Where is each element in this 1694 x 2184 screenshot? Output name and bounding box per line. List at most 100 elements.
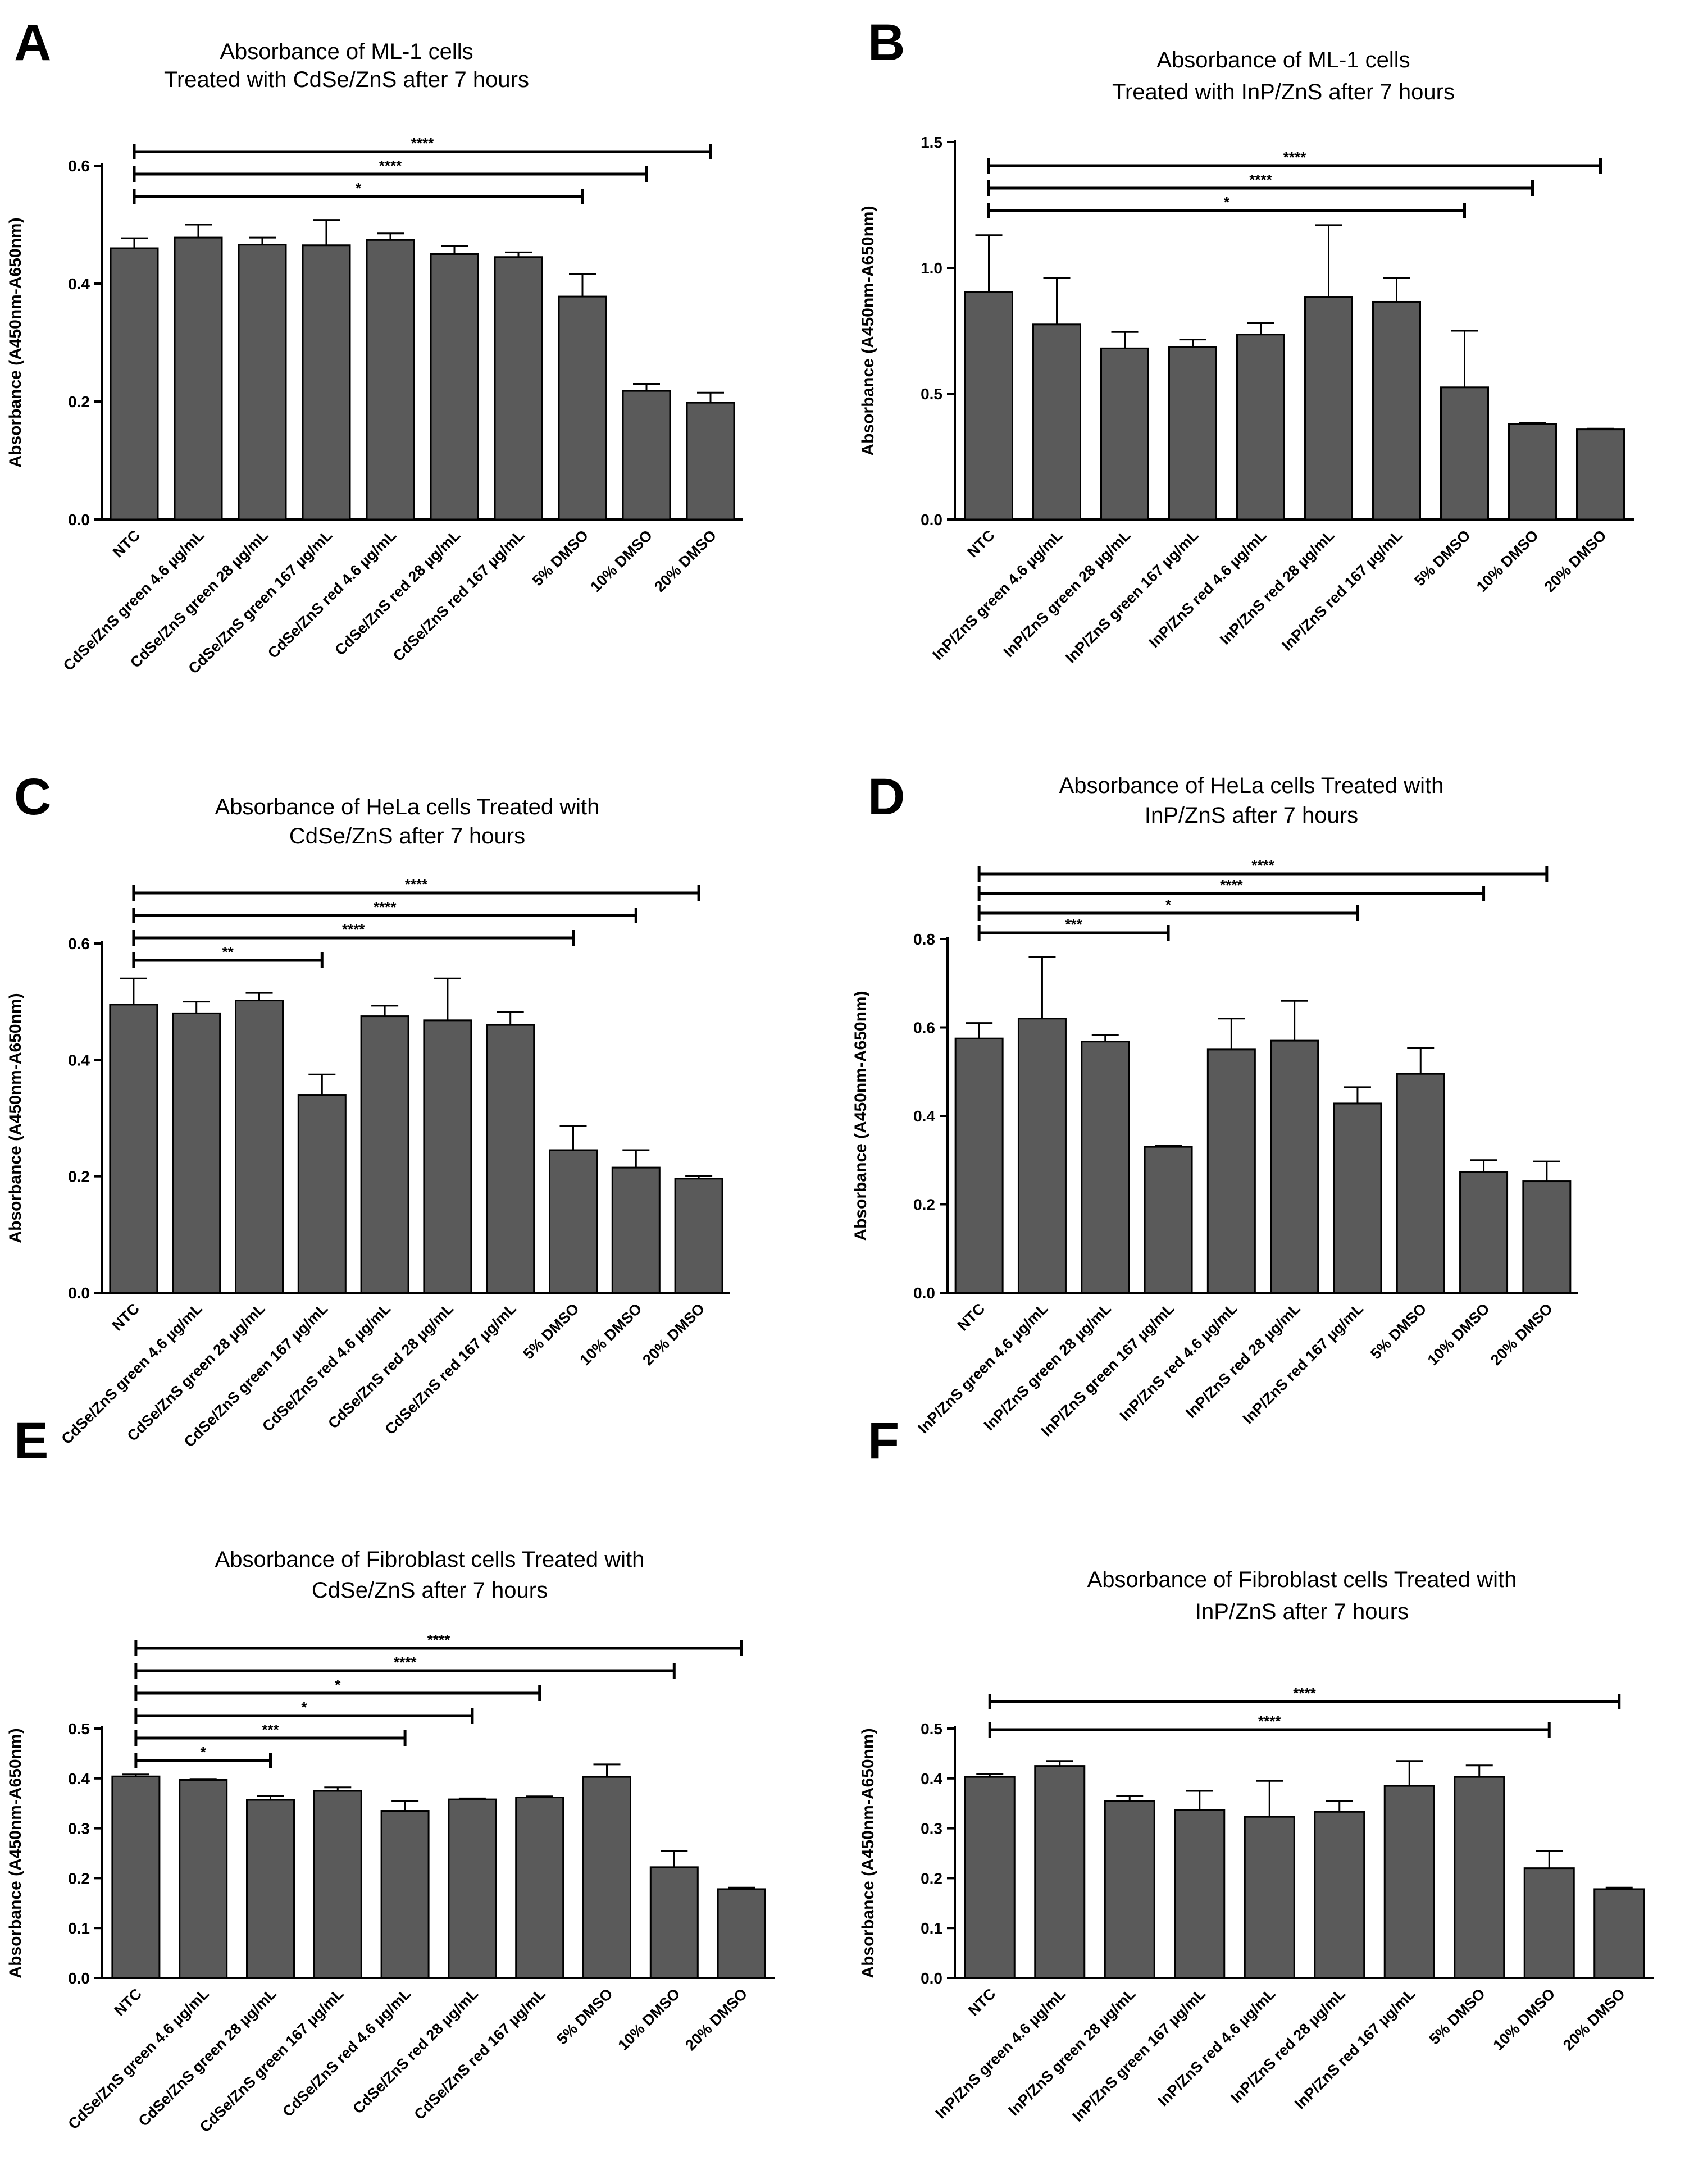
x-tick-label: InP/ZnS green 28 µg/mL [1005,1985,1139,2119]
x-tick-label: CdSe/ZnS red 4.6 µg/mL [279,1985,414,2120]
x-tick-label: InP/ZnS red 4.6 µg/mL [1117,1300,1241,1424]
x-tick-label: InP/ZnS red 167 µg/mL [1278,527,1405,654]
bar [1593,1888,1645,1979]
bar [1236,334,1285,521]
chart-title: InP/ZnS after 7 hours [1195,1599,1409,1624]
y-tick-label: 0.0 [921,1969,942,1987]
significance-label: * [1224,194,1230,211]
x-tick-label: InP/ZnS green 28 µg/mL [981,1300,1114,1434]
significance-label: **** [1249,171,1272,188]
x-tick-label: NTC [954,1300,988,1334]
bar [494,256,543,521]
bar [302,244,351,521]
y-tick-label: 0.8 [913,931,935,948]
bar [1144,1146,1193,1294]
y-axis-label: Absorbance (A450nm-A650nm) [6,217,25,467]
bar [549,1149,598,1294]
significance-label: * [335,1676,341,1693]
chart-title: Absorbance of Fibroblast cells Treated w… [1087,1567,1517,1592]
bar [1081,1041,1130,1294]
y-tick-label: 0.0 [68,1969,90,1987]
bar [964,291,1013,521]
significance-label: **** [394,1654,417,1671]
bar [649,1866,699,1979]
bar [172,1012,221,1294]
significance-label: **** [379,157,402,174]
bar [1104,1800,1155,1979]
x-tick-label: 20% DMSO [651,527,720,595]
y-tick-label: 0.6 [68,935,90,952]
x-tick-label: InP/ZnS red 4.6 µg/mL [1154,1985,1278,2109]
bar [954,1037,1004,1294]
bar [1017,1018,1067,1294]
chart-title: CdSe/ZnS after 7 hours [312,1578,548,1603]
bar [1174,1809,1226,1979]
chart-title: Treated with InP/ZnS after 7 hours [1112,80,1455,104]
bar [235,1000,284,1294]
x-tick-label: CdSe/ZnS green 4.6 µg/mL [65,1985,212,2132]
significance-label: **** [342,921,365,938]
bar [360,1015,409,1294]
x-tick-label: InP/ZnS green 4.6 µg/mL [929,527,1065,663]
significance-label: * [1165,896,1172,913]
x-tick-label: InP/ZnS red 28 µg/mL [1182,1300,1304,1421]
panel-letter: B [868,14,905,71]
x-tick-label: NTC [111,1985,145,2019]
x-tick-label: 5% DMSO [1426,1985,1488,2048]
x-tick-label: 5% DMSO [520,1300,582,1362]
bar [1304,296,1353,521]
x-tick-label: CdSe/ZnS red 4.6 µg/mL [265,527,399,662]
bar [1168,346,1217,521]
bar [313,1790,362,1979]
chart-title: InP/ZnS after 7 hours [1145,803,1358,828]
x-tick-label: 20% DMSO [1541,527,1610,595]
bar [430,253,479,521]
y-tick-label: 0.0 [68,511,90,528]
bar [1270,1039,1319,1294]
x-tick-label: InP/ZnS red 167 µg/mL [1291,1985,1418,2112]
x-tick-label: CdSe/ZnS red 167 µg/mL [411,1985,548,2123]
y-tick-label: 0.1 [68,1919,90,1937]
x-tick-label: CdSe/ZnS green 28 µg/mL [127,527,271,671]
chart-title: Treated with CdSe/ZnS after 7 hours [164,67,529,92]
x-tick-label: NTC [965,1985,999,2019]
x-tick-label: 5% DMSO [1367,1300,1429,1362]
y-tick-label: 0.6 [913,1019,935,1037]
chart-title: Absorbance of HeLa cells Treated with [1059,773,1444,798]
x-tick-label: InP/ZnS green 4.6 µg/mL [932,1985,1069,2122]
x-tick-label: InP/ZnS red 28 µg/mL [1217,527,1338,648]
x-tick-label: CdSe/ZnS red 4.6 µg/mL [259,1300,394,1435]
bar [380,1810,430,1979]
x-tick-label: 20% DMSO [1487,1300,1556,1369]
x-tick-label: 5% DMSO [529,527,591,589]
x-tick-label: InP/ZnS red 28 µg/mL [1227,1985,1349,2107]
bar [1396,1073,1445,1294]
significance-label: * [356,180,362,197]
x-tick-label: InP/ZnS red 4.6 µg/mL [1146,527,1270,651]
y-tick-label: 0.5 [921,1720,942,1738]
y-tick-label: 0.2 [913,1196,935,1214]
significance-label: **** [1293,1685,1316,1702]
significance-label: **** [1283,149,1306,166]
significance-label: **** [374,899,397,915]
panel-letter: F [868,1412,899,1470]
x-tick-label: InP/ZnS red 167 µg/mL [1240,1300,1367,1427]
bar [448,1798,497,1979]
y-tick-label: 0.0 [921,511,942,528]
bar [558,295,607,521]
bar [111,1775,161,1979]
bar [611,1166,661,1294]
y-tick-label: 0.4 [913,1107,935,1125]
panel-letter: D [868,768,905,826]
bar [674,1178,723,1294]
bar [1454,1776,1505,1979]
bar [1383,1785,1435,1979]
y-tick-label: 0.2 [68,393,90,411]
significance-label: **** [1258,1713,1281,1730]
y-tick-label: 0.3 [68,1820,90,1838]
x-tick-label: 10% DMSO [615,1985,684,2054]
y-tick-label: 0.4 [68,1770,90,1788]
x-tick-label: CdSe/ZnS red 167 µg/mL [381,1300,519,1438]
bar [423,1019,472,1294]
bar [179,1779,228,1979]
